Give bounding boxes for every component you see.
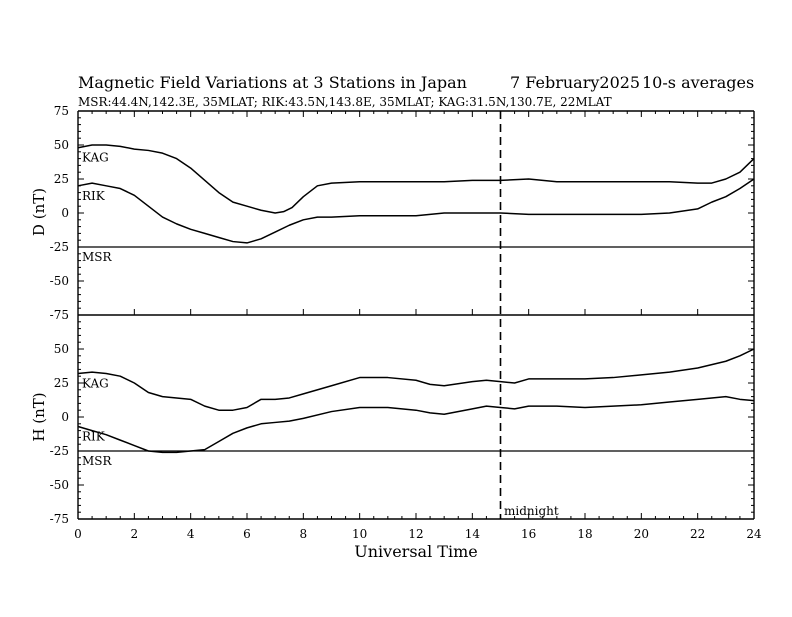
x-tick-label: 4 <box>187 527 195 541</box>
d-series-kag-line <box>77 144 755 214</box>
d-ytick-label: 75 <box>54 104 69 118</box>
h-panel-ylabel: H (nT) <box>30 392 48 441</box>
d-series-msr-label: MSR <box>82 250 113 264</box>
h-series-kag-label: KAG <box>82 376 109 390</box>
x-tick-label: 14 <box>465 527 481 541</box>
x-tick-label: 6 <box>243 527 251 541</box>
averaging-label: 10-s averages <box>642 73 754 92</box>
h-series-rik-label: RIK <box>82 430 106 444</box>
d-panel-ylabel: D (nT) <box>30 188 48 236</box>
x-tick-label: 22 <box>690 527 705 541</box>
chart-marks-layer: 75 50 25 0 -25 -50 -75 KAG RIK MSR 50 25 0 -25 -50 -75 K… <box>50 104 762 541</box>
d-series-rik-line <box>77 178 755 244</box>
d-ytick-label: -75 <box>50 308 69 322</box>
x-tick-label: 10 <box>352 527 367 541</box>
x-tick-label: 2 <box>131 527 139 541</box>
x-tick-label: 20 <box>634 527 649 541</box>
d-series-kag-label: KAG <box>82 151 109 165</box>
h-ytick-label: 50 <box>54 342 69 356</box>
x-tick-label: 16 <box>521 527 536 541</box>
h-ytick-label: -50 <box>50 478 69 492</box>
x-tick-label: 24 <box>746 527 762 541</box>
h-ytick-label: 0 <box>61 410 69 424</box>
x-axis-label: Universal Time <box>354 542 477 561</box>
d-ytick-label: -25 <box>50 240 69 254</box>
h-series-kag-line <box>77 348 755 411</box>
h-series-rik-line <box>77 395 755 454</box>
x-tick-label: 0 <box>74 527 82 541</box>
station-info: MSR:44.4N,142.3E, 35MLAT; RIK:43.5N,143.… <box>78 95 612 109</box>
d-ytick-label: 25 <box>54 172 69 186</box>
h-ytick-label: 25 <box>54 376 69 390</box>
x-tick-label: 12 <box>408 527 423 541</box>
h-ytick-label: -25 <box>50 444 69 458</box>
d-ytick-label: -50 <box>50 274 69 288</box>
h-series-msr-label: MSR <box>82 454 113 468</box>
d-series-rik-label: RIK <box>82 189 106 203</box>
d-ytick-label: 50 <box>54 138 69 152</box>
d-ytick-label: 0 <box>61 206 69 220</box>
chart-title: Magnetic Field Variations at 3 Stations … <box>78 73 467 92</box>
x-tick-label: 18 <box>577 527 592 541</box>
chart-date: 7 February2025 <box>510 73 640 92</box>
x-tick-label: 8 <box>300 527 308 541</box>
h-ytick-label: -75 <box>50 512 69 526</box>
midnight-label: midnight <box>504 504 559 518</box>
